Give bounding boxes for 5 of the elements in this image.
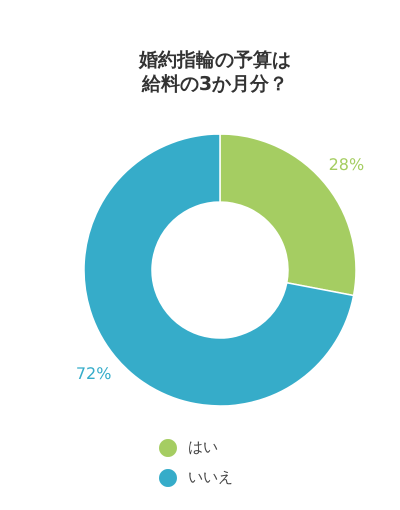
data-label: 72% — [76, 364, 112, 383]
legend-label: いいえ — [188, 468, 233, 486]
data-label: 28% — [328, 154, 364, 174]
chart-title: 婚約指輪の予算は給料の3か月分？ — [138, 49, 291, 95]
legend-label: はい — [188, 438, 218, 456]
